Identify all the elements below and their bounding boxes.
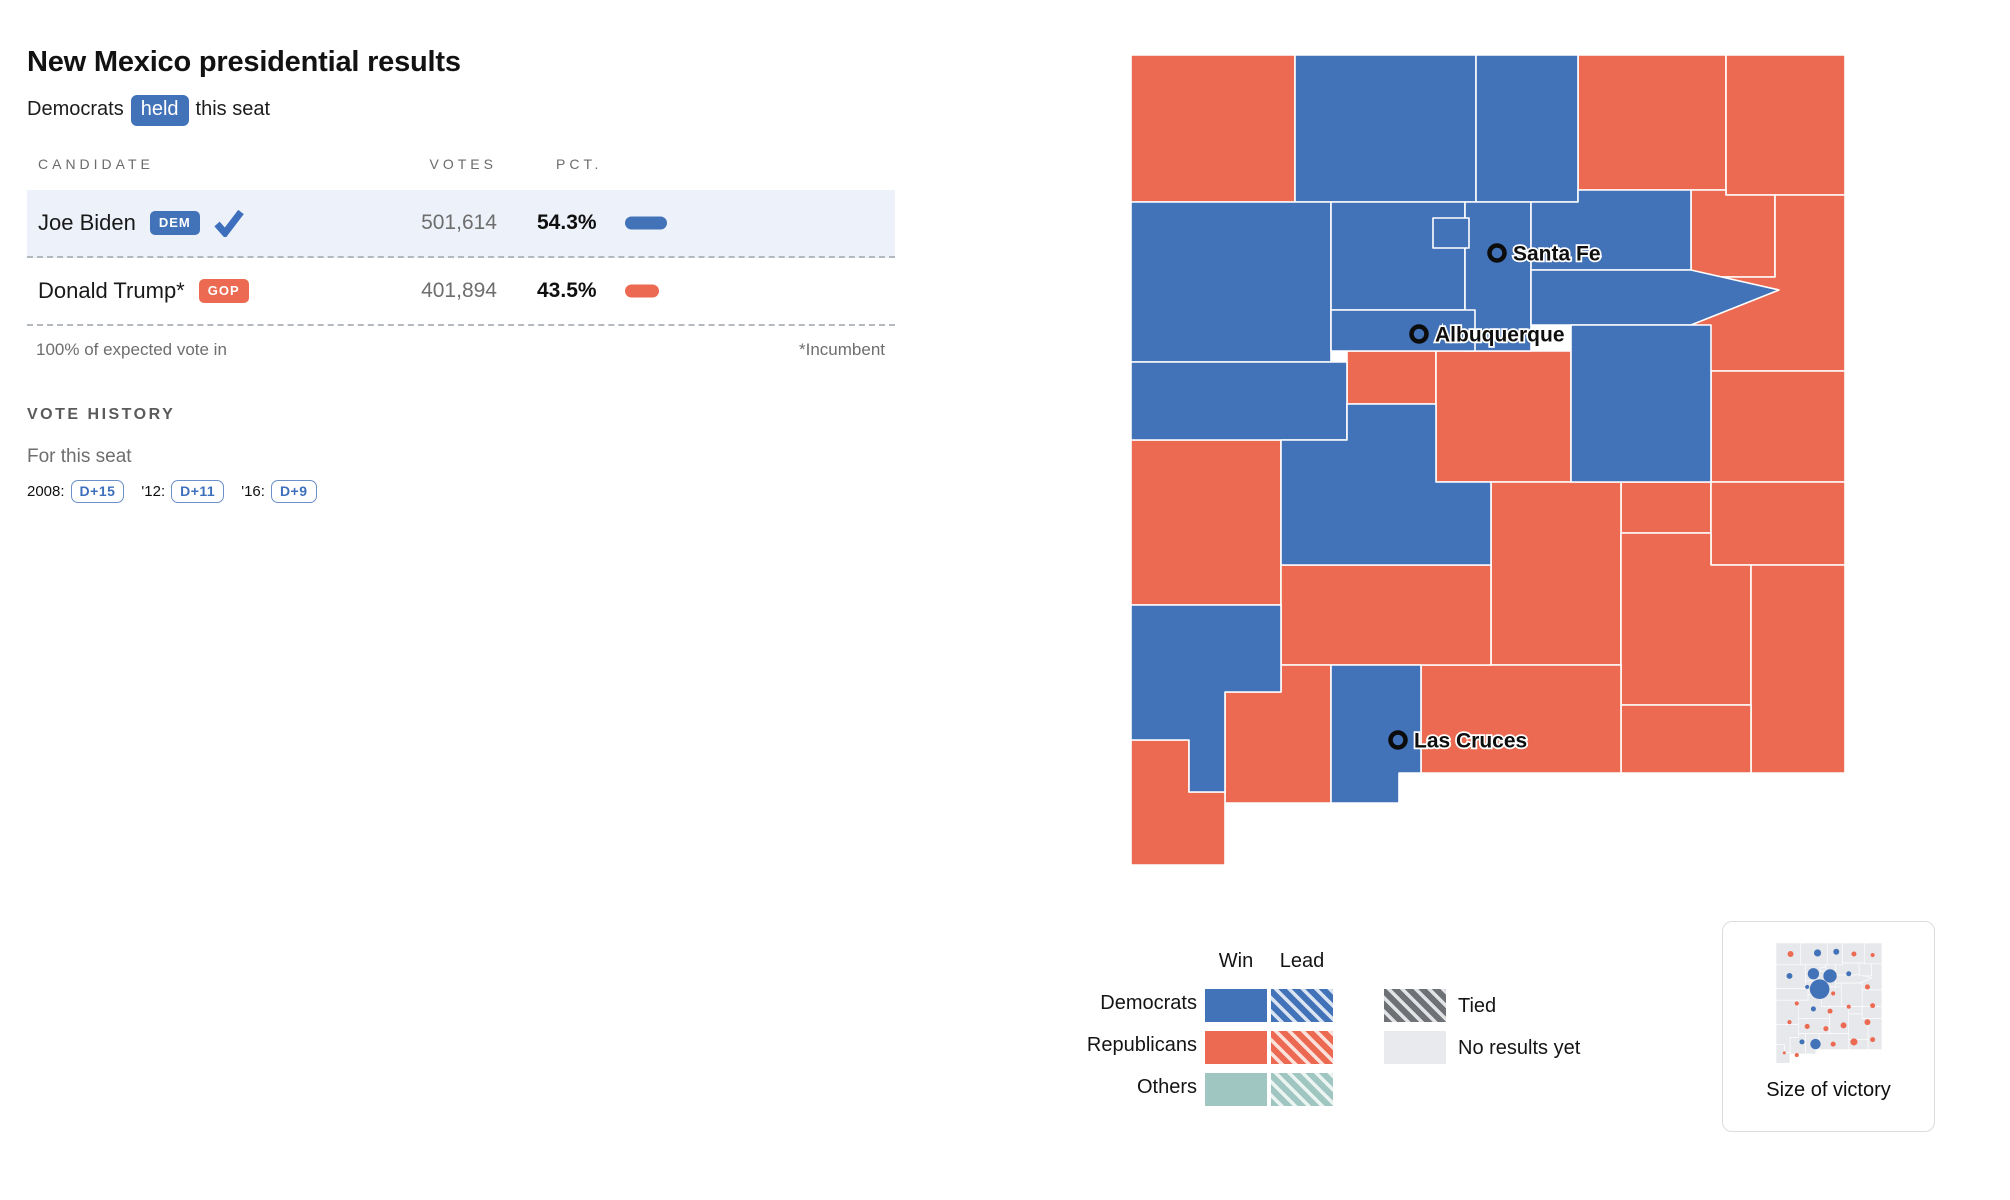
legend-win-header: Win (1218, 950, 1254, 972)
county-otero[interactable] (1420, 664, 1622, 774)
county-map: Santa Fe Albuquerque Las Cruces (1131, 55, 1845, 866)
legend-swatch-rep-lead (1271, 1031, 1333, 1064)
size-of-victory-thumbnail (1775, 942, 1882, 1064)
county-san-juan[interactable] (1131, 55, 1296, 203)
county-taos[interactable] (1475, 55, 1579, 203)
county-lincoln[interactable] (1490, 481, 1622, 666)
votes-value: 401,894 (421, 279, 497, 302)
results-table-header: CANDIDATE VOTES PCT. (27, 156, 895, 176)
size-of-victory-label: Size of victory (1766, 1079, 1891, 1101)
county-valencia[interactable] (1346, 350, 1437, 405)
city-marker-albuquerque: Albuquerque (1409, 322, 1566, 348)
vote-history-margin-badge: D+15 (70, 480, 125, 503)
county-mckinley[interactable] (1131, 201, 1332, 363)
expected-vote-note: 100% of expected vote in (36, 340, 227, 359)
seat-status-suffix: this seat (195, 98, 270, 120)
county-san-miguel[interactable] (1530, 269, 1780, 326)
seat-status-prefix: Democrats (27, 98, 124, 120)
county-de-baca[interactable] (1620, 481, 1712, 534)
candidate-cell: Donald Trump* GOP (38, 278, 249, 304)
pct-bar (625, 216, 667, 230)
candidate-name: Donald Trump* (38, 278, 185, 303)
table-row: Joe Biden DEM 501,614 54.3% (27, 190, 895, 258)
vote-history-year: 2008: (27, 483, 65, 500)
vote-history-subheading: For this seat (27, 446, 132, 467)
legend-label-tied: Tied (1458, 995, 1497, 1017)
pct-value: 43.5% (537, 279, 597, 302)
seat-status-line: Democrats held this seat (27, 95, 270, 126)
column-header-pct: PCT. (556, 156, 603, 172)
county-rio-arriba[interactable] (1294, 55, 1477, 203)
winner-check-icon (214, 209, 244, 237)
legend-label-democrats: Democrats (1100, 992, 1197, 1014)
vote-history-heading: VOTE HISTORY (27, 406, 176, 423)
county-dona-ana[interactable] (1330, 664, 1422, 804)
county-guadalupe[interactable] (1570, 324, 1712, 483)
legend-swatch-others-lead (1271, 1073, 1333, 1106)
party-badge: GOP (198, 279, 249, 303)
county-lea[interactable] (1750, 564, 1845, 774)
column-header-candidate: CANDIDATE (38, 156, 154, 172)
table-row: Donald Trump* GOP 401,894 43.5% (27, 258, 895, 326)
party-badge: DEM (149, 211, 200, 235)
county-colfax[interactable] (1577, 55, 1727, 191)
column-header-votes: VOTES (429, 156, 497, 172)
pct-bar (625, 284, 659, 298)
city-marker-las-cruces: Las Cruces (1388, 728, 1529, 754)
legend-swatch-dem-lead (1271, 989, 1333, 1022)
legend-label-others: Others (1136, 1076, 1197, 1098)
svg-text:Albuquerque: Albuquerque (1435, 324, 1565, 347)
county-cibola[interactable] (1131, 361, 1348, 441)
county-union[interactable] (1725, 55, 1845, 196)
vote-history-margin-badge: D+9 (270, 480, 317, 503)
results-table-body: Joe Biden DEM 501,614 54.3% Donald Trump… (27, 190, 895, 326)
svg-text:Las Cruces: Las Cruces (1414, 730, 1527, 753)
results-panel: New Mexico presidential results Democrat… (27, 40, 895, 560)
county-los-alamos[interactable] (1432, 217, 1470, 249)
county-grant[interactable] (1131, 604, 1282, 793)
vote-history-entry: 2008: D+15 (27, 480, 125, 503)
legend-swatch-dem-win (1205, 989, 1267, 1022)
legend-swatch-others-win (1205, 1073, 1267, 1106)
vote-history-margin-badge: D+11 (171, 480, 225, 503)
vote-history-entries: 2008: D+15 '12: D+11 '16: D+9 (27, 480, 325, 503)
size-of-victory-toggle[interactable]: Size of victory (1722, 921, 1935, 1132)
legend-lead-header: Lead (1279, 950, 1325, 972)
county-socorro[interactable] (1280, 403, 1492, 566)
legend-swatch-no-results (1384, 1031, 1446, 1064)
legend-swatch-tied (1384, 989, 1446, 1022)
incumbent-note: *Incumbent (799, 340, 885, 359)
county-curry[interactable] (1710, 370, 1845, 483)
county-bernalillo[interactable] (1330, 309, 1476, 352)
legend-label-no-results: No results yet (1458, 1037, 1581, 1059)
votes-value: 501,614 (421, 211, 497, 234)
county-santa-fe[interactable] (1464, 201, 1532, 352)
county-harding[interactable] (1690, 189, 1776, 278)
county-catron[interactable] (1131, 439, 1282, 606)
svg-text:Santa Fe: Santa Fe (1513, 243, 1601, 266)
vote-history-year: '12: (141, 483, 166, 500)
county-sierra[interactable] (1280, 564, 1492, 666)
candidate-name: Joe Biden (38, 210, 136, 235)
page-title: New Mexico presidential results (27, 46, 461, 78)
vote-history-entry: '12: D+11 (141, 480, 225, 503)
legend-label-republicans: Republicans (1086, 1034, 1197, 1056)
county-torrance[interactable] (1435, 350, 1572, 483)
vote-history-entry: '16: D+9 (241, 480, 317, 503)
pct-value: 54.3% (537, 211, 597, 234)
held-badge: held (130, 95, 189, 126)
candidate-cell: Joe Biden DEM (38, 209, 244, 237)
city-marker-santa-fe: Santa Fe (1487, 241, 1602, 267)
vote-history-year: '16: (241, 483, 265, 500)
county-eddy[interactable] (1620, 704, 1752, 774)
legend-swatch-rep-win (1205, 1031, 1267, 1064)
county-roosevelt[interactable] (1710, 481, 1845, 566)
